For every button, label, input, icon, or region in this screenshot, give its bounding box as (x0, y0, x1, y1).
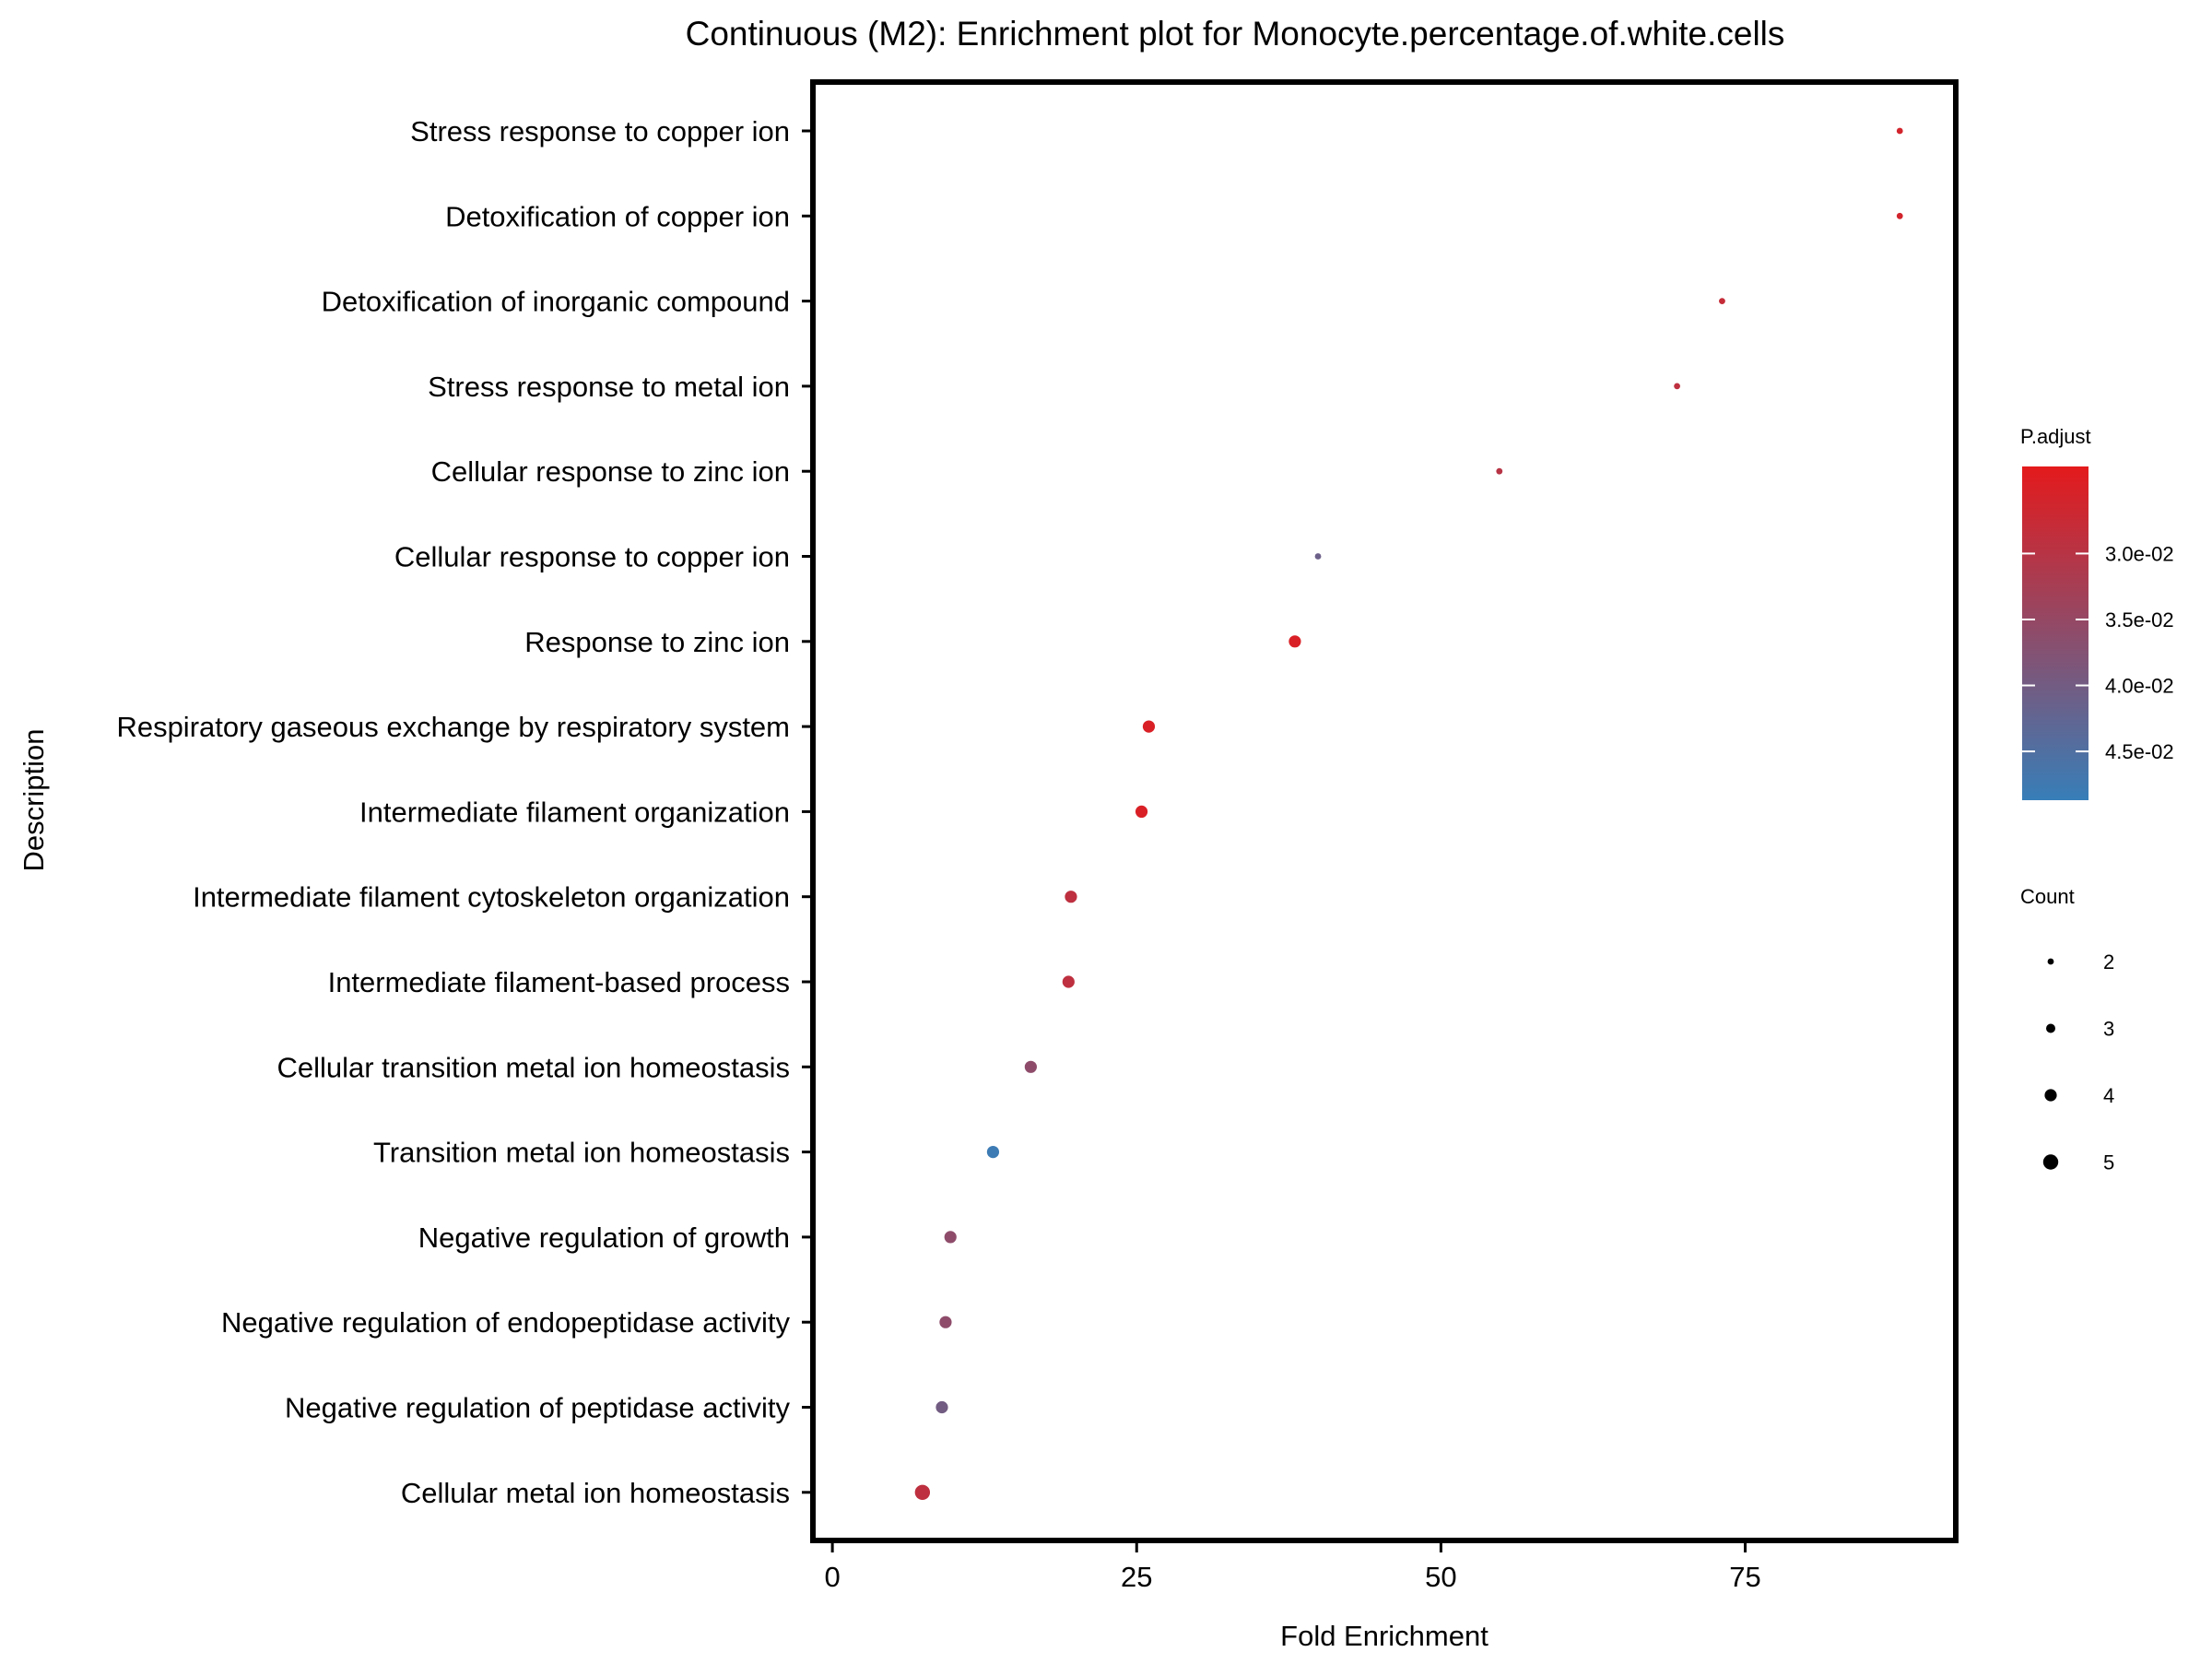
x-tick-label: 25 (1121, 1561, 1152, 1593)
count-legend-label: 3 (2103, 1018, 2114, 1041)
data-point (1142, 720, 1156, 733)
x-axis: 0 25 50 75 (825, 1543, 1761, 1593)
y-tick-label: Intermediate filament cytoskeleton organ… (193, 881, 790, 914)
p-adjust-ticks: 3.0e-02 3.5e-02 4.0e-02 4.5e-02 (2022, 542, 2174, 763)
y-axis-title: Description (18, 728, 50, 871)
y-tick-label: Response to zinc ion (524, 626, 790, 658)
y-tick-label: Transition metal ion homeostasis (373, 1137, 790, 1169)
y-tick-label: Cellular response to copper ion (394, 541, 790, 573)
y-tick-label: Cellular response to zinc ion (431, 455, 790, 488)
count-legend-dot (2042, 1154, 2059, 1170)
y-tick-label: Cellular metal ion homeostasis (401, 1477, 790, 1509)
data-point (1896, 212, 1903, 219)
data-point (1135, 805, 1148, 819)
count-legend: Count 2 3 4 5 (2020, 885, 2114, 1174)
chart-title: Continuous (M2): Enrichment plot for Mon… (686, 15, 1785, 53)
count-legend-keys: 2 3 4 5 (2042, 950, 2114, 1174)
x-tick-label: 50 (1425, 1561, 1456, 1593)
y-tick-label: Negative regulation of peptidase activit… (285, 1392, 790, 1424)
data-point (986, 1146, 1000, 1159)
data-point (935, 1400, 948, 1414)
p-adjust-legend-title: P.adjust (2020, 425, 2091, 448)
y-axis: Stress response to copper ion Detoxificat… (116, 115, 810, 1509)
count-legend-dot (2046, 1023, 2055, 1033)
x-tick-label: 75 (1729, 1561, 1760, 1593)
data-points (914, 127, 1903, 1501)
data-point (1674, 383, 1680, 390)
count-legend-label: 4 (2103, 1084, 2114, 1107)
count-legend-dot (2047, 958, 2054, 965)
y-tick-label: Intermediate filament organization (359, 796, 790, 828)
p-adjust-colorbar (2022, 466, 2088, 800)
data-point (939, 1316, 952, 1328)
data-point (914, 1484, 931, 1501)
y-tick-label: Stress response to copper ion (410, 115, 790, 148)
y-tick-label: Detoxification of copper ion (445, 200, 790, 232)
count-legend-label: 5 (2103, 1151, 2114, 1174)
y-tick-label: Stress response to metal ion (428, 371, 790, 403)
colorbar-tick-label: 4.0e-02 (2105, 675, 2174, 698)
y-tick-label: Negative regulation of growth (418, 1221, 790, 1254)
data-point (1719, 298, 1725, 304)
data-point (1896, 127, 1903, 135)
data-point (1062, 975, 1075, 988)
x-axis-title: Fold Enrichment (1280, 1620, 1488, 1652)
data-point (1065, 891, 1077, 903)
y-tick-label: Detoxification of inorganic compound (322, 286, 790, 318)
p-adjust-legend: P.adjust 3.0e-02 3.5e-02 4.0e-02 4.5e-02 (2020, 425, 2174, 800)
data-point (1496, 467, 1503, 475)
plot-panel-border (810, 79, 1959, 1543)
colorbar-tick-label: 3.5e-02 (2105, 608, 2174, 631)
x-tick-label: 0 (825, 1561, 841, 1593)
data-point (1314, 553, 1322, 560)
count-legend-dot (2044, 1089, 2057, 1102)
colorbar-tick-label: 3.0e-02 (2105, 542, 2174, 565)
y-tick-label: Cellular transition metal ion homeostasi… (276, 1051, 790, 1083)
count-legend-title: Count (2020, 885, 2075, 908)
data-point (1024, 1060, 1037, 1073)
colorbar-tick-label: 4.5e-02 (2105, 740, 2174, 763)
y-tick-label: Respiratory gaseous exchange by respirat… (116, 711, 790, 743)
count-legend-label: 2 (2103, 950, 2114, 974)
data-point (944, 1231, 957, 1244)
y-tick-label: Negative regulation of endopeptidase act… (221, 1306, 790, 1339)
y-tick-label: Intermediate filament-based process (328, 966, 790, 998)
data-point (1288, 635, 1301, 648)
